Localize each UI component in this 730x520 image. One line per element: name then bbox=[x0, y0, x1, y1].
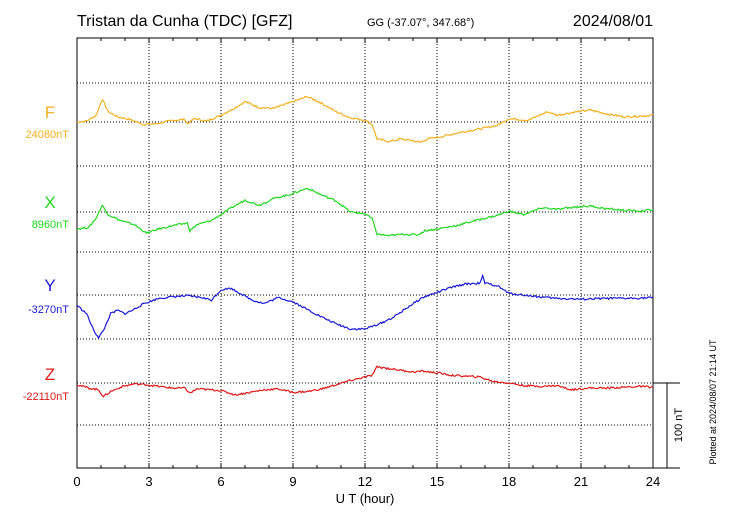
series-name-x: X bbox=[44, 193, 55, 212]
series-name-f: F bbox=[45, 103, 55, 122]
plotted-timestamp: Plotted at 2024/08/07 21:14 UT bbox=[708, 339, 718, 465]
grid-lines bbox=[77, 38, 653, 468]
x-tick-label: 0 bbox=[73, 474, 80, 489]
chart-date: 2024/08/01 bbox=[573, 13, 653, 30]
series-lines bbox=[76, 95, 654, 398]
x-tick-label: 12 bbox=[358, 474, 372, 489]
series-baseline-value-z: -22110nT bbox=[23, 391, 70, 403]
series-line-y bbox=[76, 273, 654, 340]
series-baseline-value-y: -3270nT bbox=[28, 304, 69, 316]
chart-title: Tristan da Cunha (TDC) [GFZ] bbox=[77, 13, 292, 30]
x-tick-label: 3 bbox=[145, 474, 152, 489]
series-labels: F 24080nT X 8960nT Y -3270nT Z -22110nT bbox=[23, 103, 70, 403]
scale-bar-label: 100 nT bbox=[673, 408, 685, 443]
scale-bar: 100 nT bbox=[653, 382, 685, 469]
series-line-x bbox=[76, 187, 654, 237]
x-tick-label: 24 bbox=[646, 474, 660, 489]
series-line-z bbox=[76, 365, 654, 398]
x-axis-ticks: 0 3 6 9 12 15 18 21 24 bbox=[73, 38, 660, 489]
x-axis-label: U T (hour) bbox=[336, 491, 395, 506]
x-tick-label: 18 bbox=[502, 474, 516, 489]
series-baseline-value-x: 8960nT bbox=[32, 219, 70, 231]
series-baselines bbox=[77, 121, 653, 384]
station-coordinates: GG (-37.07°, 347.68°) bbox=[367, 17, 474, 29]
x-tick-label: 6 bbox=[217, 474, 224, 489]
x-tick-label: 9 bbox=[289, 474, 296, 489]
plot-frame bbox=[76, 37, 654, 469]
series-baseline-value-f: 24080nT bbox=[26, 129, 70, 141]
x-tick-label: 15 bbox=[430, 474, 444, 489]
series-name-z: Z bbox=[45, 365, 55, 384]
x-tick-label: 21 bbox=[574, 474, 588, 489]
series-line-f bbox=[76, 95, 654, 143]
series-name-y: Y bbox=[44, 276, 55, 295]
